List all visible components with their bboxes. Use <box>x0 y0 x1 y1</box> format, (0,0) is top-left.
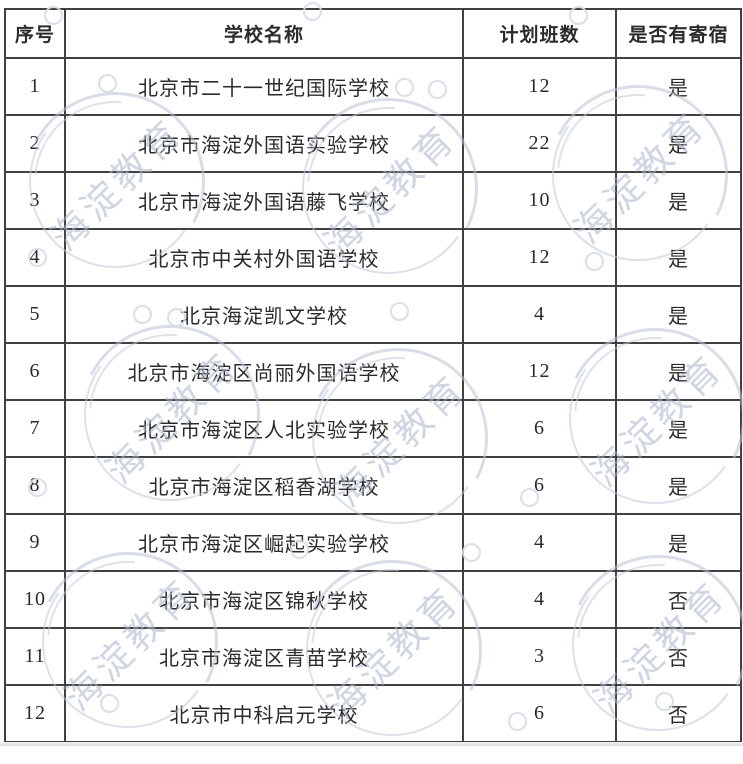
cell-classes: 6 <box>462 399 617 458</box>
cell-boarding: 否 <box>615 684 742 743</box>
table-row: 4 北京市中关村外国语学校 12 是 <box>4 228 742 287</box>
table-row: 10 北京市海淀区锦秋学校 4 否 <box>4 570 742 629</box>
cell-classes: 4 <box>462 285 617 344</box>
cell-serial: 1 <box>4 57 66 116</box>
cell-boarding: 是 <box>615 285 742 344</box>
header-classes: 计划班数 <box>462 8 617 59</box>
header-school: 学校名称 <box>64 8 464 59</box>
table-row: 11 北京市海淀区青苗学校 3 否 <box>4 627 742 686</box>
cell-classes: 4 <box>462 513 617 572</box>
cell-classes: 10 <box>462 171 617 230</box>
cell-boarding: 是 <box>615 399 742 458</box>
table-row: 7 北京市海淀区人北实验学校 6 是 <box>4 399 742 458</box>
cell-school: 北京市海淀外国语实验学校 <box>64 114 464 173</box>
cell-boarding: 是 <box>615 114 742 173</box>
cell-classes: 12 <box>462 342 617 401</box>
cell-boarding: 是 <box>615 57 742 116</box>
cell-classes: 6 <box>462 684 617 743</box>
table-row: 8 北京市海淀区稻香湖学校 6 是 <box>4 456 742 515</box>
page-bottom-edge <box>0 742 743 746</box>
cell-classes: 4 <box>462 570 617 629</box>
cell-serial: 8 <box>4 456 66 515</box>
cell-serial: 12 <box>4 684 66 743</box>
cell-boarding: 否 <box>615 570 742 629</box>
header-boarding: 是否有寄宿 <box>615 8 742 59</box>
table-row: 3 北京市海淀外国语藤飞学校 10 是 <box>4 171 742 230</box>
cell-classes: 12 <box>462 228 617 287</box>
cell-school: 北京市海淀区稻香湖学校 <box>64 456 464 515</box>
cell-boarding: 是 <box>615 342 742 401</box>
cell-serial: 2 <box>4 114 66 173</box>
school-enrollment-table: 序号 学校名称 计划班数 是否有寄宿 1 北京市二十一世纪国际学校 12 是 2… <box>4 8 742 743</box>
cell-school: 北京市海淀区崛起实验学校 <box>64 513 464 572</box>
cell-serial: 5 <box>4 285 66 344</box>
cell-serial: 6 <box>4 342 66 401</box>
cell-serial: 4 <box>4 228 66 287</box>
cell-serial: 10 <box>4 570 66 629</box>
cell-serial: 3 <box>4 171 66 230</box>
table-row: 1 北京市二十一世纪国际学校 12 是 <box>4 57 742 116</box>
table-row: 12 北京市中科启元学校 6 否 <box>4 684 742 743</box>
cell-school: 北京市海淀区人北实验学校 <box>64 399 464 458</box>
cell-school: 北京海淀凯文学校 <box>64 285 464 344</box>
cell-classes: 12 <box>462 57 617 116</box>
cell-classes: 3 <box>462 627 617 686</box>
table-row: 2 北京市海淀外国语实验学校 22 是 <box>4 114 742 173</box>
cell-boarding: 是 <box>615 513 742 572</box>
cell-serial: 7 <box>4 399 66 458</box>
table-row: 6 北京市海淀区尚丽外国语学校 12 是 <box>4 342 742 401</box>
cell-school: 北京市海淀区尚丽外国语学校 <box>64 342 464 401</box>
cell-school: 北京市海淀区青苗学校 <box>64 627 464 686</box>
cell-school: 北京市海淀区锦秋学校 <box>64 570 464 629</box>
cell-serial: 9 <box>4 513 66 572</box>
cell-serial: 11 <box>4 627 66 686</box>
cell-boarding: 是 <box>615 171 742 230</box>
table-row: 5 北京海淀凯文学校 4 是 <box>4 285 742 344</box>
cell-boarding: 是 <box>615 228 742 287</box>
header-serial: 序号 <box>4 8 66 59</box>
cell-school: 北京市中科启元学校 <box>64 684 464 743</box>
table-row: 9 北京市海淀区崛起实验学校 4 是 <box>4 513 742 572</box>
cell-school: 北京市中关村外国语学校 <box>64 228 464 287</box>
cell-school: 北京市二十一世纪国际学校 <box>64 57 464 116</box>
cell-boarding: 否 <box>615 627 742 686</box>
cell-classes: 22 <box>462 114 617 173</box>
table-header-row: 序号 学校名称 计划班数 是否有寄宿 <box>4 8 742 59</box>
cell-school: 北京市海淀外国语藤飞学校 <box>64 171 464 230</box>
cell-classes: 6 <box>462 456 617 515</box>
cell-boarding: 是 <box>615 456 742 515</box>
